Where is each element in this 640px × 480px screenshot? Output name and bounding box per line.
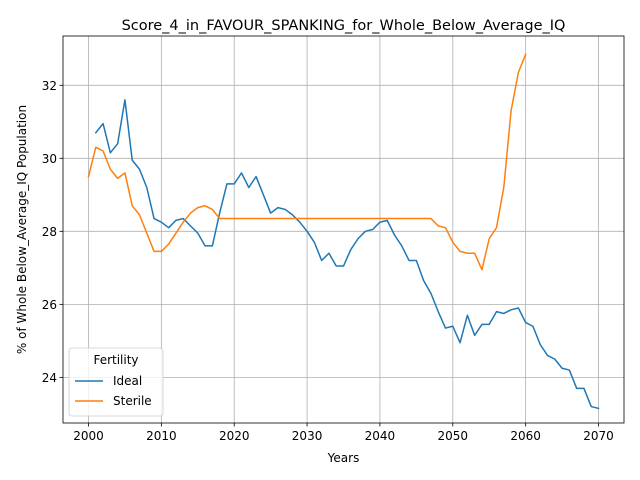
y-axis-label: % of Whole Below_Average_IQ Population xyxy=(15,105,29,354)
x-tick-label: 2010 xyxy=(146,429,177,443)
legend-label-ideal: Ideal xyxy=(113,374,142,388)
x-tick-label: 2020 xyxy=(219,429,250,443)
series-layer xyxy=(87,53,600,410)
x-tick-label: 2060 xyxy=(510,429,541,443)
chart-title: Score_4_in_FAVOUR_SPANKING_for_Whole_Bel… xyxy=(122,18,566,34)
y-tick-label: 30 xyxy=(42,152,57,166)
x-tick-label: 2000 xyxy=(73,429,104,443)
x-axis: 2000 2010 2020 2030 2040 2050 2060 2070 xyxy=(73,423,614,443)
legend-label-sterile: Sterile xyxy=(113,394,152,408)
series-line-sterile xyxy=(87,53,527,271)
legend-title: Fertility xyxy=(93,353,138,367)
x-tick-label: 2050 xyxy=(438,429,469,443)
x-axis-label: Years xyxy=(327,451,360,465)
plot-frame xyxy=(62,35,625,424)
series-line-ideal xyxy=(94,99,600,410)
legend-box xyxy=(68,347,164,417)
legend: Fertility Ideal Sterile xyxy=(68,347,164,417)
x-tick-label: 2030 xyxy=(292,429,323,443)
x-tick-label: 2070 xyxy=(583,429,614,443)
y-tick-label: 32 xyxy=(42,79,57,93)
y-tick-label: 24 xyxy=(42,371,57,385)
y-tick-label: 26 xyxy=(42,298,57,312)
y-tick-label: 28 xyxy=(42,225,57,239)
x-tick-label: 2040 xyxy=(365,429,396,443)
y-axis: 24 26 28 30 32 xyxy=(42,79,63,385)
